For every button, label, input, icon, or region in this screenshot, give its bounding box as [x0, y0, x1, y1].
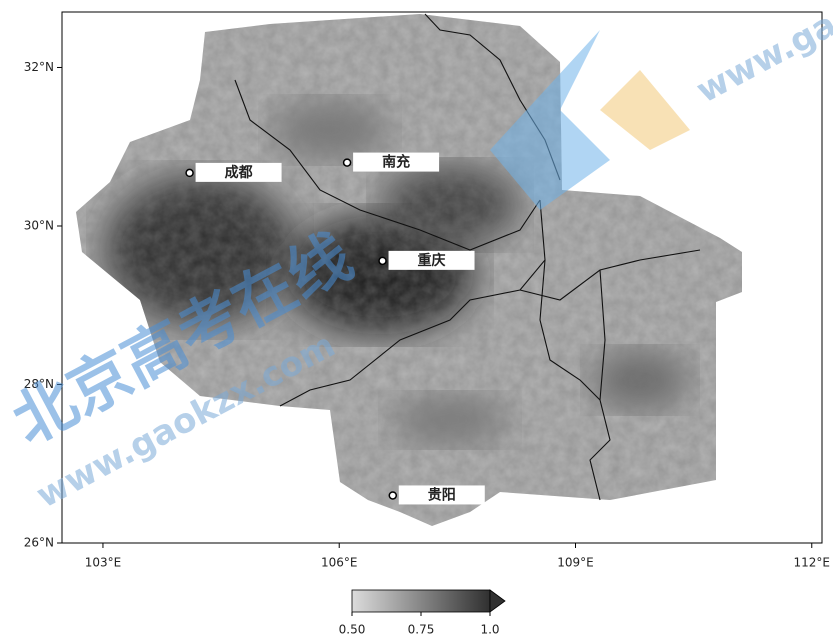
x-tick-label: 103°E	[85, 556, 122, 570]
colorbar-extend	[490, 590, 505, 612]
x-tick-label: 106°E	[321, 556, 358, 570]
colorbar-tick-label: 1.0	[480, 623, 499, 637]
city-label: 成都	[225, 164, 253, 181]
x-tick-label: 109°E	[557, 556, 594, 570]
city-label: 南充	[382, 154, 410, 171]
x-tick-label: 112°E	[794, 556, 831, 570]
city-marker	[379, 257, 386, 264]
map-figure: 103°E106°E109°E112°E26°N28°N30°N32°N成都南充…	[0, 0, 833, 639]
city-marker	[344, 159, 351, 166]
colorbar-tick-label: 0.75	[408, 623, 435, 637]
y-tick-label: 32°N	[24, 60, 54, 74]
city-label: 重庆	[418, 252, 446, 269]
y-tick-label: 30°N	[24, 218, 54, 232]
city-marker	[186, 169, 193, 176]
colorbar-tick-label: 0.50	[339, 623, 366, 637]
colorbar	[352, 590, 490, 612]
city-label: 贵阳	[428, 486, 456, 503]
y-tick-label: 26°N	[24, 536, 54, 550]
city-marker	[389, 492, 396, 499]
